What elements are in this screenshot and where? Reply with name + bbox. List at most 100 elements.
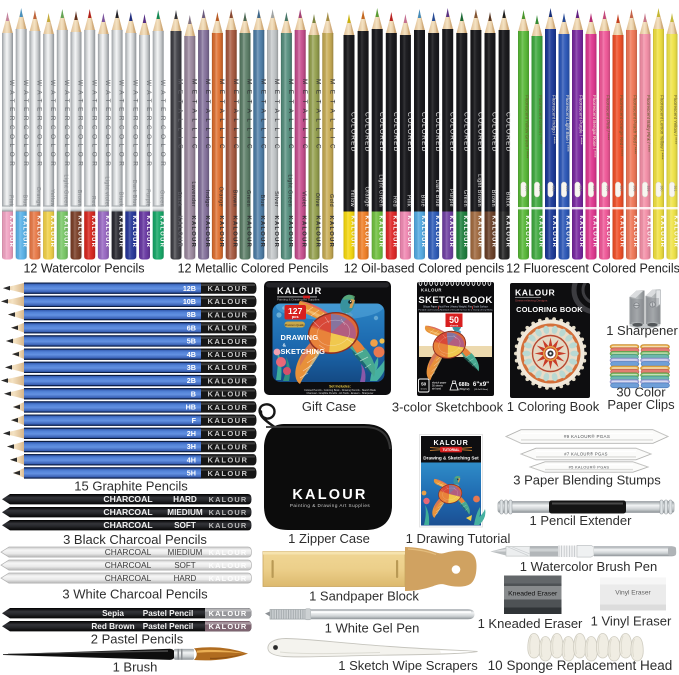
svg-text:CHARCOAL: CHARCOAL (105, 560, 152, 570)
svg-text:Black: Black (504, 192, 510, 207)
svg-text:MIEDIUM: MIEDIUM (167, 508, 203, 517)
svg-text:KALOUR: KALOUR (462, 216, 468, 249)
svg-text:KALOUR: KALOUR (208, 284, 249, 293)
svg-text:KALOUR: KALOUR (551, 216, 557, 249)
svg-text:COLORED: COLORED (448, 112, 455, 153)
svg-text:KALOUR: KALOUR (209, 622, 248, 631)
svg-text:KALOUR: KALOUR (672, 216, 678, 249)
svg-text:KALOUR: KALOUR (208, 442, 249, 451)
svg-text:358: 358 (632, 186, 636, 192)
svg-text:50: 50 (421, 382, 427, 387)
svg-text:1 Coloring Book: 1 Coloring Book (507, 399, 600, 414)
svg-text:Blue: Blue (259, 195, 265, 207)
svg-text:KALOUR: KALOUR (209, 609, 248, 618)
svg-text:DRAWING: DRAWING (281, 333, 319, 342)
svg-text:127: 127 (288, 306, 303, 316)
svg-text:METALLIC: METALLIC (232, 79, 239, 154)
svg-text:Brown: Brown (231, 190, 237, 207)
svg-text:3B: 3B (187, 363, 196, 372)
svg-text:15 Graphite Pencils: 15 Graphite Pencils (74, 479, 188, 494)
svg-text:KALOUR: KALOUR (208, 469, 249, 478)
svg-text:3 Black Charcoal Pencils: 3 Black Charcoal Pencils (63, 532, 207, 547)
svg-text:KALOUR: KALOUR (218, 216, 224, 249)
svg-text:Orange: Orange (35, 187, 41, 207)
svg-text:KALOUR: KALOUR (208, 456, 249, 465)
svg-text:KALOUR: KALOUR (515, 288, 556, 298)
svg-text:KALOUR: KALOUR (378, 216, 384, 249)
svg-text:KALOUR: KALOUR (176, 216, 182, 249)
svg-text:Light Green: Light Green (63, 174, 69, 207)
svg-text:HB: HB (186, 403, 196, 412)
svg-text:COLORING BOOK: COLORING BOOK (516, 305, 583, 314)
svg-text:Green: Green (462, 190, 468, 207)
svg-text:METALLIC: METALLIC (287, 79, 294, 154)
svg-text:COLORED: COLORED (505, 112, 512, 153)
svg-text:METALLIC: METALLIC (204, 79, 211, 154)
svg-text:KALOUR: KALOUR (209, 521, 248, 530)
svg-text:(250g/m2): (250g/m2) (459, 388, 470, 391)
svg-text:Fluorescent Lemon Yellow / ***: Fluorescent Lemon Yellow / **** (660, 95, 665, 160)
svg-text:Fluorescent Bengal Rose / ****: Fluorescent Bengal Rose / **** (592, 95, 597, 158)
svg-text:F: F (192, 416, 197, 425)
svg-text:WATERCOLOR: WATERCOLOR (77, 80, 84, 170)
svg-text:Gift Case: Gift Case (302, 399, 356, 414)
svg-text:Fluorescent Peach Red / ****: Fluorescent Peach Red / **** (633, 95, 638, 154)
svg-text:SKETCHING: SKETCHING (281, 347, 326, 356)
svg-text:WATERCOLOR: WATERCOLOR (131, 80, 138, 170)
svg-text:sketch paper: sketch paper (432, 382, 446, 385)
svg-text:KALOUR: KALOUR (490, 216, 496, 249)
svg-text:KALOUR: KALOUR (104, 216, 110, 249)
svg-text:WATERCOLOR: WATERCOLOR (49, 80, 56, 170)
svg-text:12 Oil-based Colored pencils: 12 Oil-based Colored pencils (344, 262, 505, 276)
svg-text:Gold: Gold (328, 194, 334, 207)
svg-text:1 Brush: 1 Brush (113, 660, 158, 675)
svg-text:2H: 2H (187, 429, 196, 438)
svg-text:KALOUR: KALOUR (476, 216, 482, 249)
svg-text:COLORED: COLORED (491, 112, 498, 153)
svg-text:KALOUR: KALOUR (259, 216, 265, 249)
svg-text:KALOUR: KALOUR (209, 574, 248, 583)
svg-text:KALOUR: KALOUR (605, 216, 611, 249)
svg-text:Fluorescent Baby Pink / ****: Fluorescent Baby Pink / **** (646, 95, 651, 152)
svg-text:Dark Blue: Dark Blue (131, 180, 137, 207)
svg-text:KALOUR: KALOUR (208, 297, 249, 306)
svg-text:6B: 6B (187, 323, 196, 332)
svg-text:5H: 5H (187, 469, 196, 478)
svg-text:CHARCOAL: CHARCOAL (103, 494, 152, 504)
svg-text:KALOUR: KALOUR (245, 216, 251, 249)
svg-text:354: 354 (578, 186, 582, 192)
svg-text:1 Sketch Wipe Scrapers: 1 Sketch Wipe Scrapers (338, 658, 478, 673)
svg-text:WATERCOLOR: WATERCOLOR (36, 80, 43, 170)
svg-text:Dark Blue: Dark Blue (434, 180, 440, 207)
svg-text:Pink: Pink (406, 195, 412, 207)
svg-text:KALOUR: KALOUR (659, 216, 665, 249)
svg-text:359: 359 (646, 186, 650, 192)
svg-text:3H: 3H (187, 442, 196, 451)
svg-text:Premium Quality: Premium Quality (285, 323, 306, 327)
svg-text:KALOUR: KALOUR (208, 376, 249, 385)
svg-text:KALOUR: KALOUR (328, 216, 334, 249)
svg-text:Black: Black (176, 192, 182, 207)
svg-text:12B: 12B (183, 284, 196, 293)
svg-text:1 Drawing Tutorial: 1 Drawing Tutorial (406, 531, 511, 546)
svg-text:Kneaded Eraser: Kneaded Eraser (508, 591, 558, 598)
svg-text:353: 353 (565, 186, 569, 192)
svg-text:50: 50 (449, 315, 459, 325)
svg-text:Green: Green (245, 190, 251, 207)
svg-text:361: 361 (673, 186, 677, 192)
svg-text:KALOUR: KALOUR (564, 216, 570, 249)
svg-text:1 Vinyl Eraser: 1 Vinyl Eraser (591, 614, 672, 629)
svg-text:KALOUR: KALOUR (190, 216, 196, 249)
svg-text:KALOUR: KALOUR (145, 216, 151, 249)
svg-text:COLORED: COLORED (392, 112, 399, 153)
svg-text:KALOUR: KALOUR (645, 216, 651, 249)
svg-text:HARD: HARD (174, 574, 197, 583)
svg-text:Pink: Pink (8, 195, 14, 207)
svg-text:KALOUR: KALOUR (578, 216, 584, 249)
svg-text:KALOUR: KALOUR (209, 508, 248, 517)
svg-text:357: 357 (619, 186, 623, 192)
svg-text:10B: 10B (183, 297, 196, 306)
svg-text:COLORED: COLORED (462, 112, 469, 153)
svg-text:KALOUR: KALOUR (76, 216, 82, 249)
svg-text:Red Brown: Red Brown (91, 622, 134, 631)
